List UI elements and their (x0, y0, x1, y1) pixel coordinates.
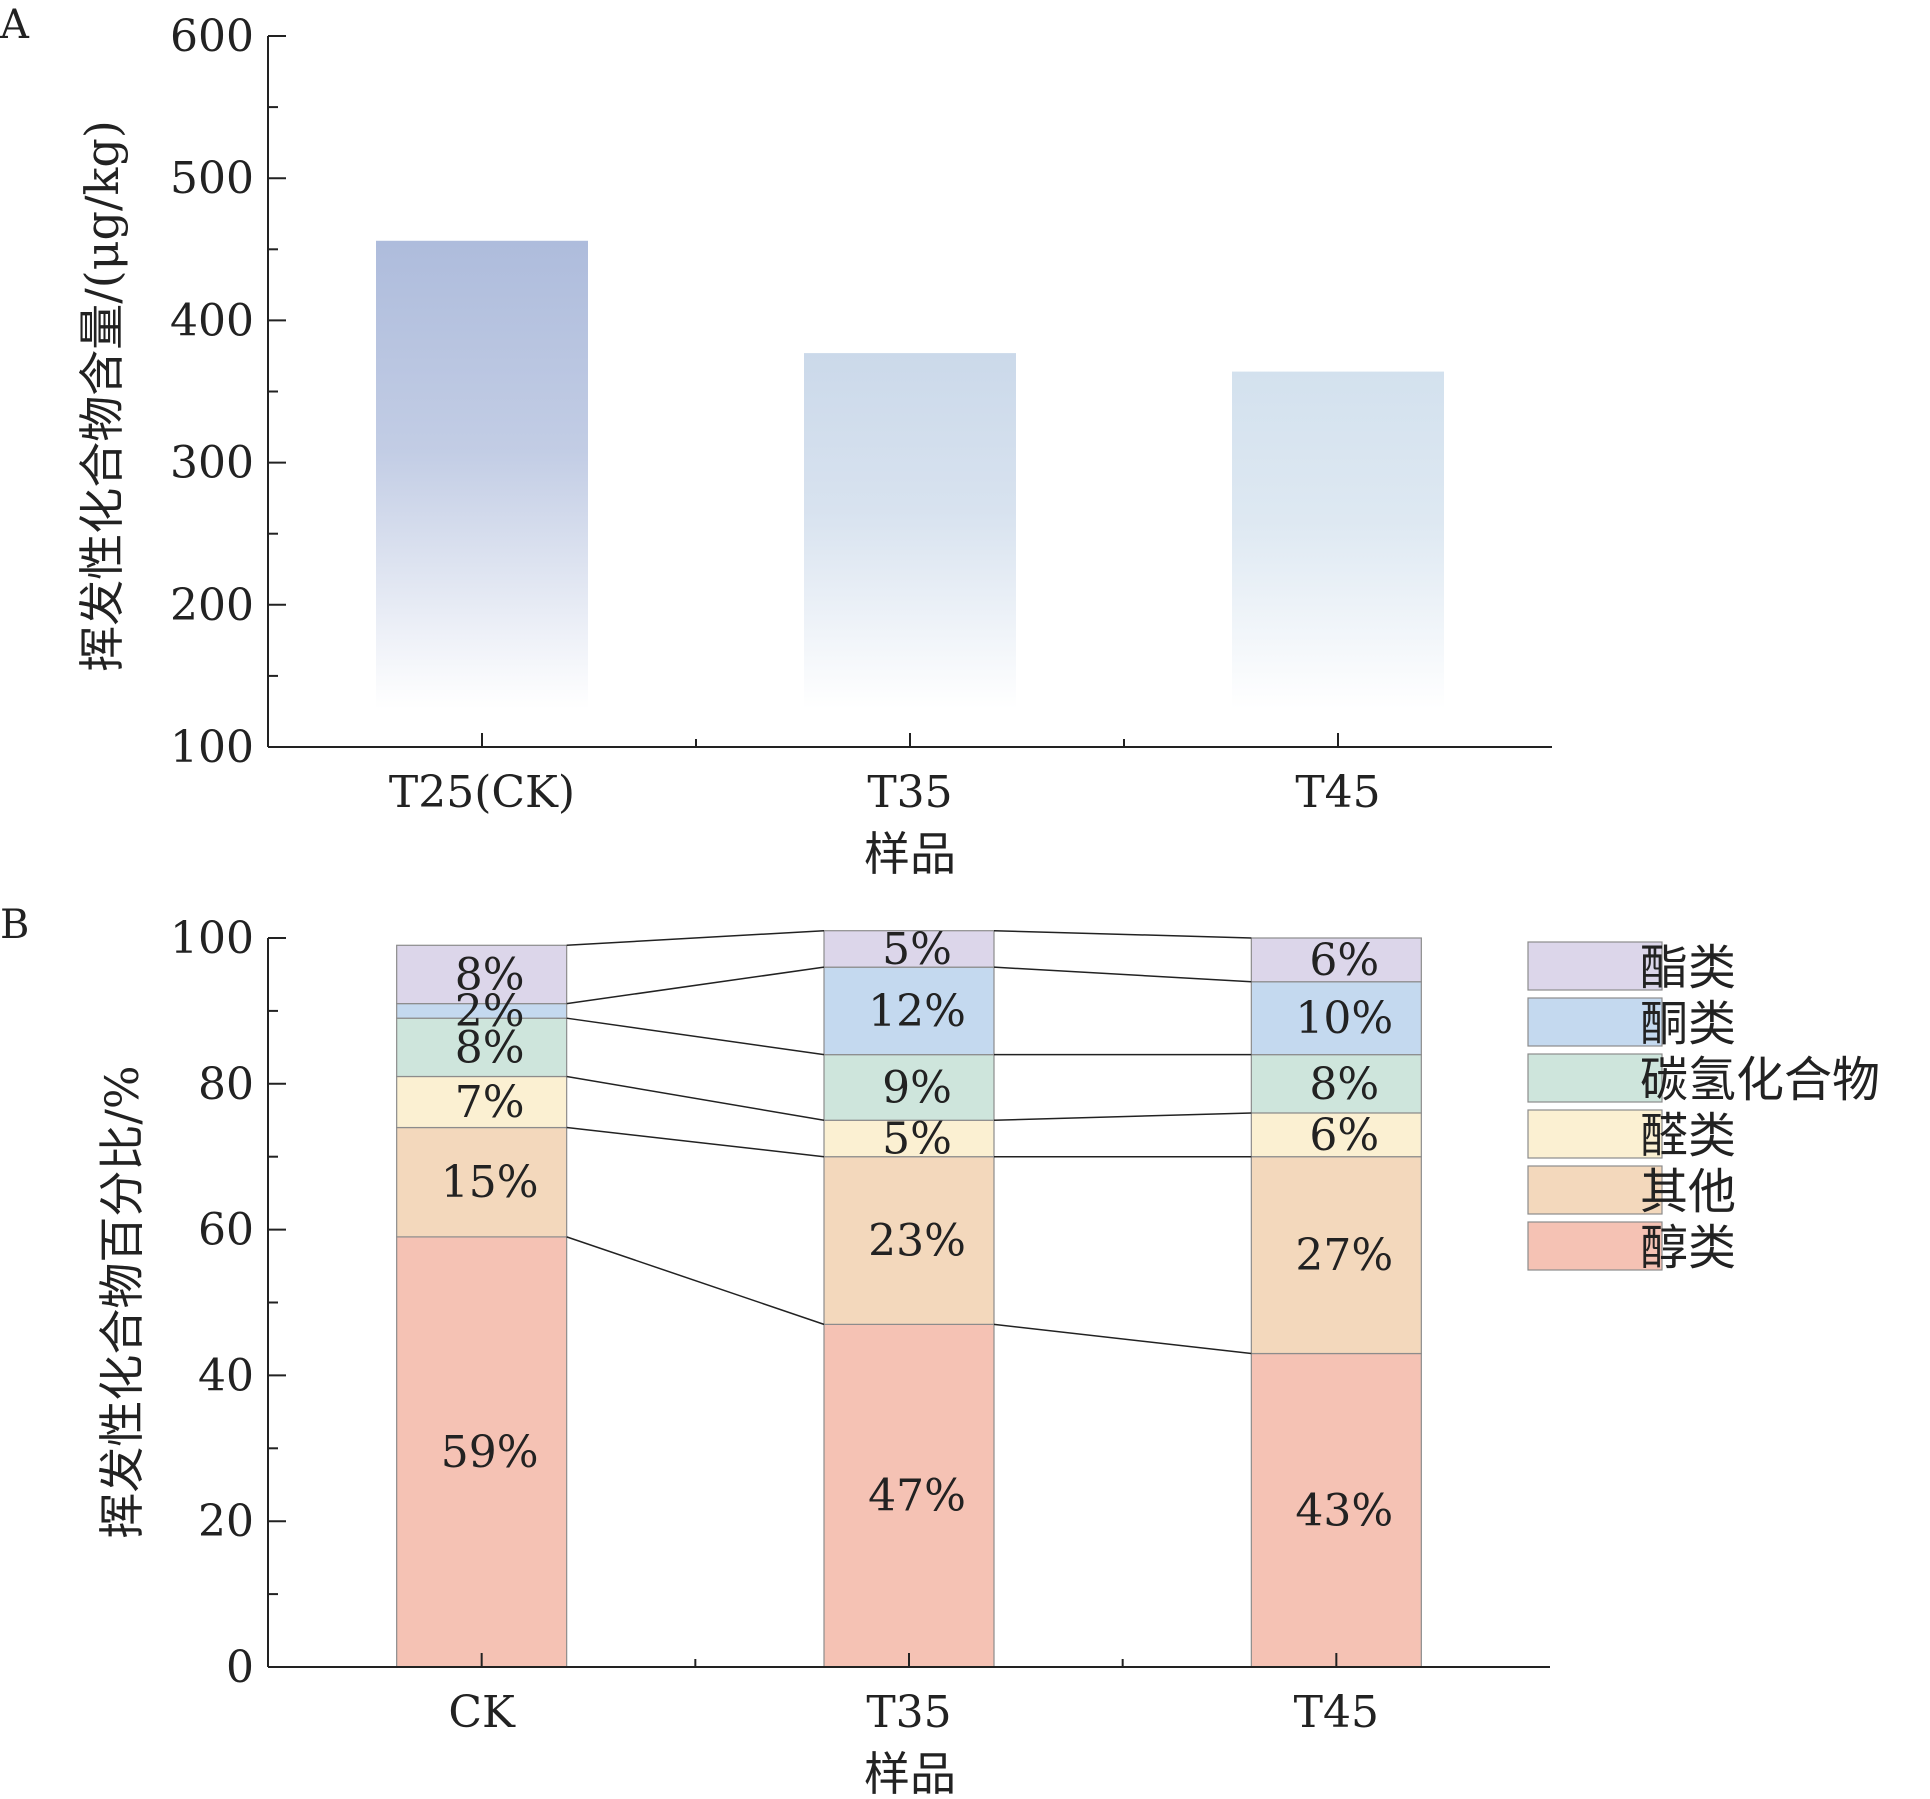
y-tick-label: 100 (170, 722, 254, 773)
panel-a-label: A (0, 2, 30, 48)
segment (396, 1017, 568, 1078)
segment (1250, 981, 1422, 1056)
legend-label: 酮类 (1640, 996, 1736, 1052)
segment-value-label: 8% (455, 1022, 525, 1073)
panel-b-y-axis-title: 挥发性化合物百分比/% (95, 1065, 149, 1538)
segment-value-label: 59% (441, 1427, 539, 1478)
panel-a-y-axis-title: 挥发性化合物含量/(μg/kg) (75, 120, 129, 672)
legend-label: 其他 (1640, 1164, 1736, 1220)
segment-value-label: 23% (868, 1216, 966, 1267)
segment-value-label: 5% (882, 924, 952, 975)
y-tick-label: 500 (170, 153, 254, 204)
segment-value-label: 12% (868, 986, 966, 1037)
panel-b-x-axis-title: 样品 (864, 1747, 956, 1799)
legend-swatch (1527, 1221, 1663, 1271)
segment-value-label: 9% (882, 1062, 952, 1113)
segment-value-label: 15% (441, 1157, 539, 1208)
connector-line (566, 1236, 825, 1326)
panel-b-bars (396, 930, 1422, 1668)
panel-a-ticks: 100 200 300 400 500 600 T25(CK) T35 T45 (170, 11, 1381, 818)
x-tick-label: T45 (1295, 767, 1380, 818)
y-tick-label: 600 (170, 11, 254, 62)
bar-t25-ck (376, 240, 588, 709)
segment (823, 930, 995, 968)
connector-line (993, 966, 1252, 983)
segment-value-label: 2% (455, 986, 525, 1037)
segment-value-label: 47% (868, 1471, 966, 1522)
legend-swatch (1527, 997, 1663, 1047)
x-tick-label: T45 (1294, 1687, 1379, 1738)
legend-swatch (1527, 1053, 1663, 1103)
y-tick-label: 40 (198, 1350, 254, 1401)
legend-swatch (1527, 1109, 1663, 1159)
segment (823, 966, 995, 1056)
segment-value-label: 8% (1309, 1059, 1379, 1110)
segment-value-label: 10% (1295, 993, 1393, 1044)
y-tick-label: 0 (226, 1642, 254, 1693)
legend-label: 醛类 (1640, 1108, 1736, 1164)
panel-a-x-axis-title: 样品 (864, 827, 956, 881)
panel-a-bars (376, 240, 1444, 709)
connector-line (566, 1017, 825, 1056)
x-tick-label: T35 (867, 767, 952, 818)
legend-label: 碳氢化合物 (1640, 1052, 1880, 1108)
panel-b-value-labels: 59%15%7%8%2%8%47%23%5%9%12%5%43%27%6%8%1… (441, 924, 1393, 1536)
y-tick-label: 60 (198, 1205, 254, 1256)
legend-label: 醇类 (1640, 1220, 1736, 1276)
segment-value-label: 7% (455, 1077, 525, 1128)
y-tick-label: 80 (198, 1059, 254, 1110)
connector-line (993, 929, 1252, 939)
segment-value-label: 6% (1309, 1110, 1379, 1161)
panel-b-ticks: 0 20 40 60 80 100 CK T35 T45 (170, 913, 1379, 1738)
segment (1250, 1054, 1422, 1114)
segment (1250, 937, 1422, 983)
y-tick-label: 100 (170, 913, 254, 964)
segment (823, 1054, 995, 1121)
y-tick-label: 400 (170, 295, 254, 346)
segment (1250, 1352, 1422, 1668)
panel-b-connectors (566, 929, 1252, 1355)
panel-b-chart: B 59%15%7%8%2%8%47%23%5%9%12%5%43%27%6%8… (0, 902, 1880, 1799)
segment-value-label: 6% (1309, 935, 1379, 986)
connector-line (993, 1323, 1252, 1355)
segment (396, 944, 568, 1005)
segment (823, 1156, 995, 1325)
y-tick-label: 300 (170, 438, 254, 489)
connector-line (993, 1112, 1252, 1121)
x-tick-label: CK (448, 1687, 516, 1738)
y-tick-label: 20 (198, 1496, 254, 1547)
y-tick-label: 200 (170, 580, 254, 631)
segment-value-label: 27% (1295, 1230, 1393, 1281)
segment-value-label: 8% (455, 949, 525, 1000)
x-tick-label: T35 (866, 1687, 951, 1738)
panel-b-label: B (0, 902, 29, 948)
connector-line (566, 966, 825, 1005)
segment (1250, 1112, 1422, 1158)
legend-label: 酯类 (1640, 940, 1736, 996)
segment (823, 1119, 995, 1158)
segment-value-label: 43% (1295, 1485, 1393, 1536)
connector-line (566, 1126, 825, 1158)
panel-a-chart: A 100 200 300 400 500 600 T25(CK) T35 T45 样品 挥发性… (0, 2, 1552, 881)
segment-value-label: 5% (882, 1113, 952, 1164)
connector-line (566, 929, 825, 947)
x-tick-label: T25(CK) (389, 767, 575, 818)
segment (1250, 1156, 1422, 1355)
bar-t35 (804, 353, 1016, 709)
legend-swatch (1527, 941, 1663, 991)
connector-line (566, 1075, 825, 1121)
legend-swatch (1527, 1165, 1663, 1215)
bar-t45 (1232, 371, 1444, 709)
